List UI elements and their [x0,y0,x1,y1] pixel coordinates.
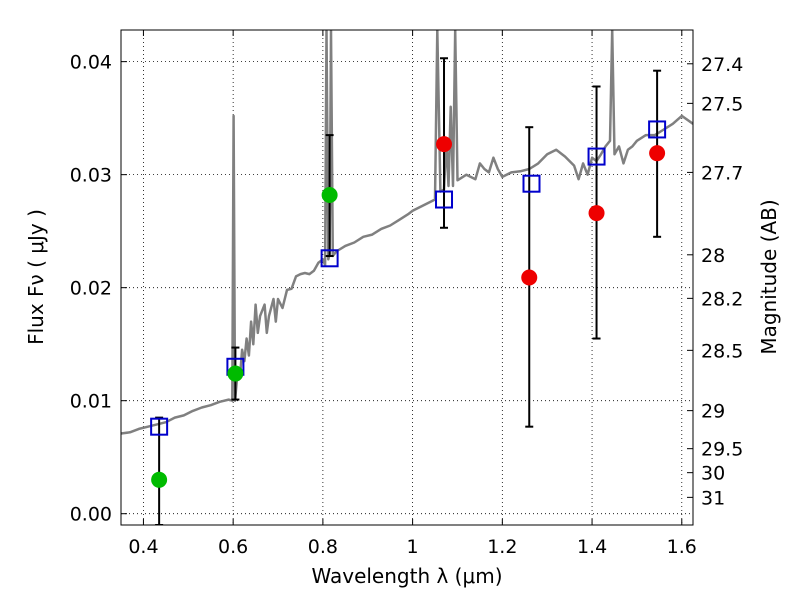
magnitude-tick-label: 28 [701,245,725,267]
x-tick-label: 1.6 [667,536,697,558]
error-bars [155,57,662,525]
model-flux-square [522,174,541,193]
x-axis-ticks: 0.4 0.6 0.8 1 1.2 1.4 1.6 [128,30,697,558]
data-markers [150,120,667,488]
spectrum-line [121,30,693,435]
x-tick-label: 0.4 [128,536,158,558]
y-tick-label: 0.03 [70,165,112,187]
x-tick-label: 1.4 [577,536,607,558]
x-tick-label: 1.2 [487,536,517,558]
red-flux-point [521,269,538,286]
magnitude-axis-label: Magnitude (AB) [757,199,781,354]
magnitude-tick-label: 30 [701,463,725,485]
y-tick-label: 0.04 [70,52,112,74]
model-flux-square [435,190,454,209]
y-tick-label: 0.02 [70,278,112,300]
green-flux-point [151,471,168,488]
magnitude-tick-label: 28.2 [701,288,743,310]
magnitude-tick-label: 29 [701,401,725,423]
model-flux-square [150,417,169,436]
magnitude-tick-label: 29.5 [701,439,743,461]
plot-frame [120,29,694,526]
x-tick-label: 0.8 [308,536,338,558]
red-flux-point [436,136,453,153]
green-flux-point [321,187,338,203]
y-axis-label: Flux Fν ( μJy ) [24,209,48,345]
y-tick-label: 0.00 [70,504,112,526]
x-tick-label: 1 [407,536,419,558]
model-flux-square [587,147,606,166]
y-tick-label: 0.01 [70,391,112,413]
model-spectrum [121,30,693,435]
y-axis-ticks: 0.00 0.01 0.02 0.03 0.04 [70,52,127,526]
red-flux-point [649,145,666,162]
magnitude-tick-label: 31 [701,487,725,509]
magnitude-tick-label: 27.7 [701,162,743,184]
model-flux-square [320,249,339,268]
red-flux-point [588,205,605,222]
model-flux-square [648,120,667,139]
magnitude-tick-label: 28.5 [701,340,743,362]
magnitude-tick-label: 27.4 [701,54,743,76]
magnitude-tick-label: 27.5 [701,93,743,115]
grid [121,30,693,525]
x-tick-label: 0.6 [218,536,248,558]
x-axis-label: Wavelength λ (μm) [311,564,502,588]
green-flux-point [227,365,244,382]
